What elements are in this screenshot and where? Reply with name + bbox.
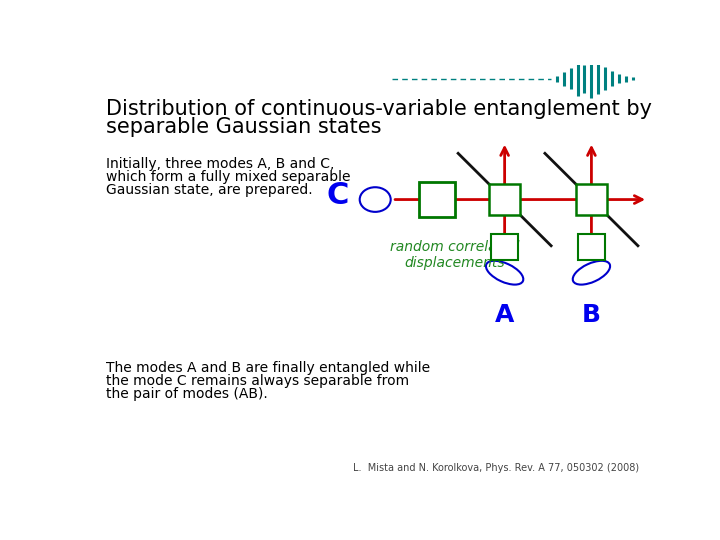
Text: B: B [582, 303, 601, 327]
Text: random correlated: random correlated [390, 240, 519, 254]
Text: L.  Mista and N. Korolkova, Phys. Rev. A 77, 050302 (2008): L. Mista and N. Korolkova, Phys. Rev. A … [353, 463, 639, 473]
Bar [576, 184, 607, 215]
Text: A: A [495, 303, 514, 327]
Text: Gaussian state, are prepared.: Gaussian state, are prepared. [106, 184, 312, 198]
Text: the pair of modes (AB).: the pair of modes (AB). [106, 387, 267, 401]
Text: Distribution of continuous-variable entanglement by: Distribution of continuous-variable enta… [106, 99, 652, 119]
Text: separable Gaussian states: separable Gaussian states [106, 117, 381, 137]
Bar [489, 184, 520, 215]
Text: which form a fully mixed separable: which form a fully mixed separable [106, 170, 350, 184]
Text: displacements: displacements [404, 256, 505, 270]
Text: C: C [326, 181, 348, 210]
Text: The modes A and B are finally entangled while: The modes A and B are finally entangled … [106, 361, 430, 375]
Text: the mode C remains always separable from: the mode C remains always separable from [106, 374, 409, 388]
Bar [578, 234, 605, 260]
Bar [492, 234, 518, 260]
Text: Initially, three modes A, B and C,: Initially, three modes A, B and C, [106, 157, 334, 171]
Bar [419, 182, 455, 217]
